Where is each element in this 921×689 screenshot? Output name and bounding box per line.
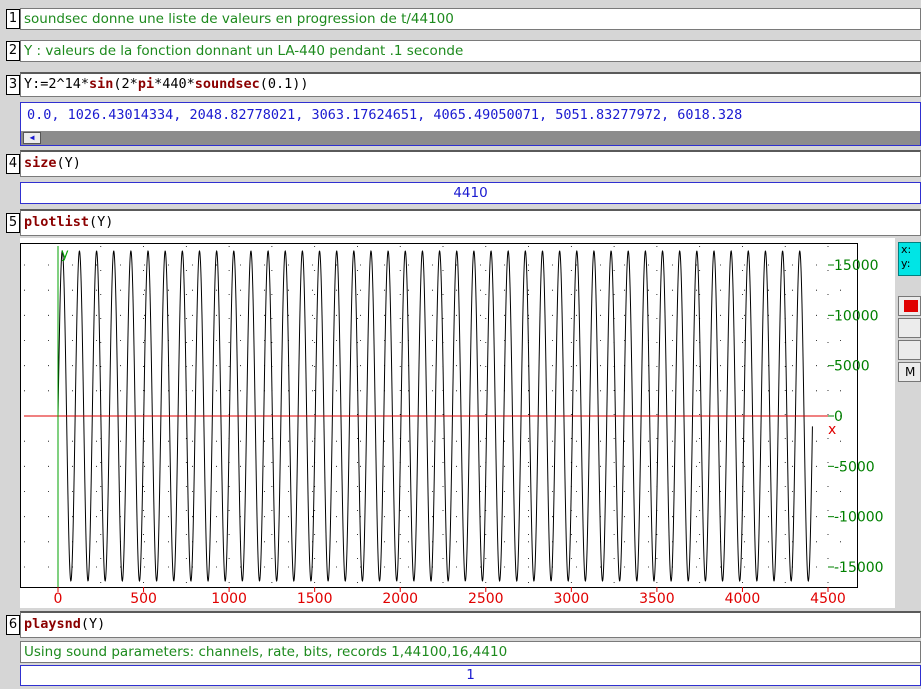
y-tick-label: -5000 — [834, 459, 875, 475]
x-axis-label: x — [828, 422, 836, 438]
list-output-text: 0.0, 1026.43014334, 2048.82778021, 3063.… — [27, 107, 743, 123]
cmd-text: Y:=2^14* — [24, 76, 90, 92]
x-tick-label: 4000 — [725, 591, 761, 607]
cmd-keyword: size — [24, 155, 57, 171]
scroll-left-icon: ◀ — [29, 133, 35, 142]
coord-x-label: x: — [901, 243, 912, 256]
comment-line[interactable]: Y : valeurs de la fonction donnant un LA… — [20, 40, 921, 62]
level-number[interactable]: 4 — [6, 154, 20, 174]
plot-background — [20, 238, 895, 608]
comment-line[interactable]: soundsec donne une liste de valeurs en p… — [20, 8, 921, 30]
x-tick-label: 2000 — [382, 591, 418, 607]
x-tick-label: 3500 — [639, 591, 675, 607]
y-tick-label: 0 — [834, 409, 843, 425]
level-number[interactable]: 2 — [6, 41, 20, 61]
command-input[interactable]: playsnd(Y) — [20, 611, 921, 638]
list-output[interactable]: 0.0, 1026.43014334, 2048.82778021, 3063.… — [20, 102, 921, 146]
x-tick-label: 0 — [54, 591, 63, 607]
plot-side-panel: x: y: M — [895, 238, 921, 608]
command-input[interactable]: Y:=2^14*sin(2*pi*440*soundsec(0.1)) — [20, 72, 921, 97]
menu-button[interactable]: M — [898, 362, 921, 382]
y-tick-label: 10000 — [834, 308, 879, 324]
y-tick-label: 15000 — [834, 258, 879, 274]
panel-button[interactable] — [898, 340, 921, 360]
x-tick-label: 1500 — [297, 591, 333, 607]
panel-button[interactable] — [898, 318, 921, 338]
y-axis-label: y — [61, 247, 69, 262]
cmd-text: (0.1)) — [259, 76, 309, 92]
horizontal-scrollbar[interactable]: ◀ — [21, 131, 920, 145]
cmd-text: (Y) — [80, 616, 106, 632]
plot-canvas[interactable]: xy 0 500 1000 1500 2000 2500 3000 3500 4000 45001… — [20, 238, 895, 608]
cmd-keyword: pi — [137, 76, 155, 92]
tick-labels: 0 500 1000 1500 2000 2500 3000 3500 4000 4500 1500… — [54, 258, 884, 607]
coordinate-readout: x: y: — [898, 242, 921, 276]
command-input[interactable]: size(Y) — [20, 150, 921, 177]
y-tick-label: -15000 — [834, 560, 884, 576]
y-tick-label: -10000 — [834, 510, 884, 526]
cmd-text: (Y) — [56, 155, 81, 171]
result-output[interactable]: 4410 — [20, 182, 921, 204]
plot-frame — [20, 243, 858, 588]
cmd-text: (2* — [113, 76, 138, 92]
level-number[interactable]: 1 — [6, 9, 20, 29]
plot-axes: xy — [24, 246, 836, 587]
level-number[interactable]: 6 — [6, 615, 20, 635]
scroll-left-button[interactable]: ◀ — [23, 132, 41, 144]
x-tick-label: 1000 — [211, 591, 247, 607]
x-tick-label: 2500 — [468, 591, 504, 607]
cmd-text: *440* — [154, 76, 195, 92]
cmd-keyword: sin — [89, 76, 114, 92]
x-tick-label: 4500 — [810, 591, 846, 607]
cmd-keyword: playsnd — [24, 616, 81, 632]
signal-curve — [57, 249, 813, 583]
red-square-icon — [904, 300, 918, 312]
x-tick-label: 500 — [130, 591, 157, 607]
info-message: Using sound parameters: channels, rate, … — [20, 641, 921, 663]
command-input[interactable]: plotlist(Y) — [20, 209, 921, 236]
x-tick-label: 3000 — [554, 591, 590, 607]
coord-y-label: y: — [901, 257, 911, 270]
level-number[interactable]: 5 — [6, 213, 20, 233]
cmd-text: (Y) — [89, 214, 114, 230]
cmd-keyword: plotlist — [24, 214, 90, 230]
result-output[interactable]: 1 — [20, 665, 921, 686]
signal-series-line — [57, 249, 813, 583]
y-tick-label: 5000 — [834, 359, 870, 375]
level-number[interactable]: 3 — [6, 75, 20, 95]
cmd-keyword: soundsec — [194, 76, 260, 92]
stop-button[interactable] — [898, 296, 921, 316]
